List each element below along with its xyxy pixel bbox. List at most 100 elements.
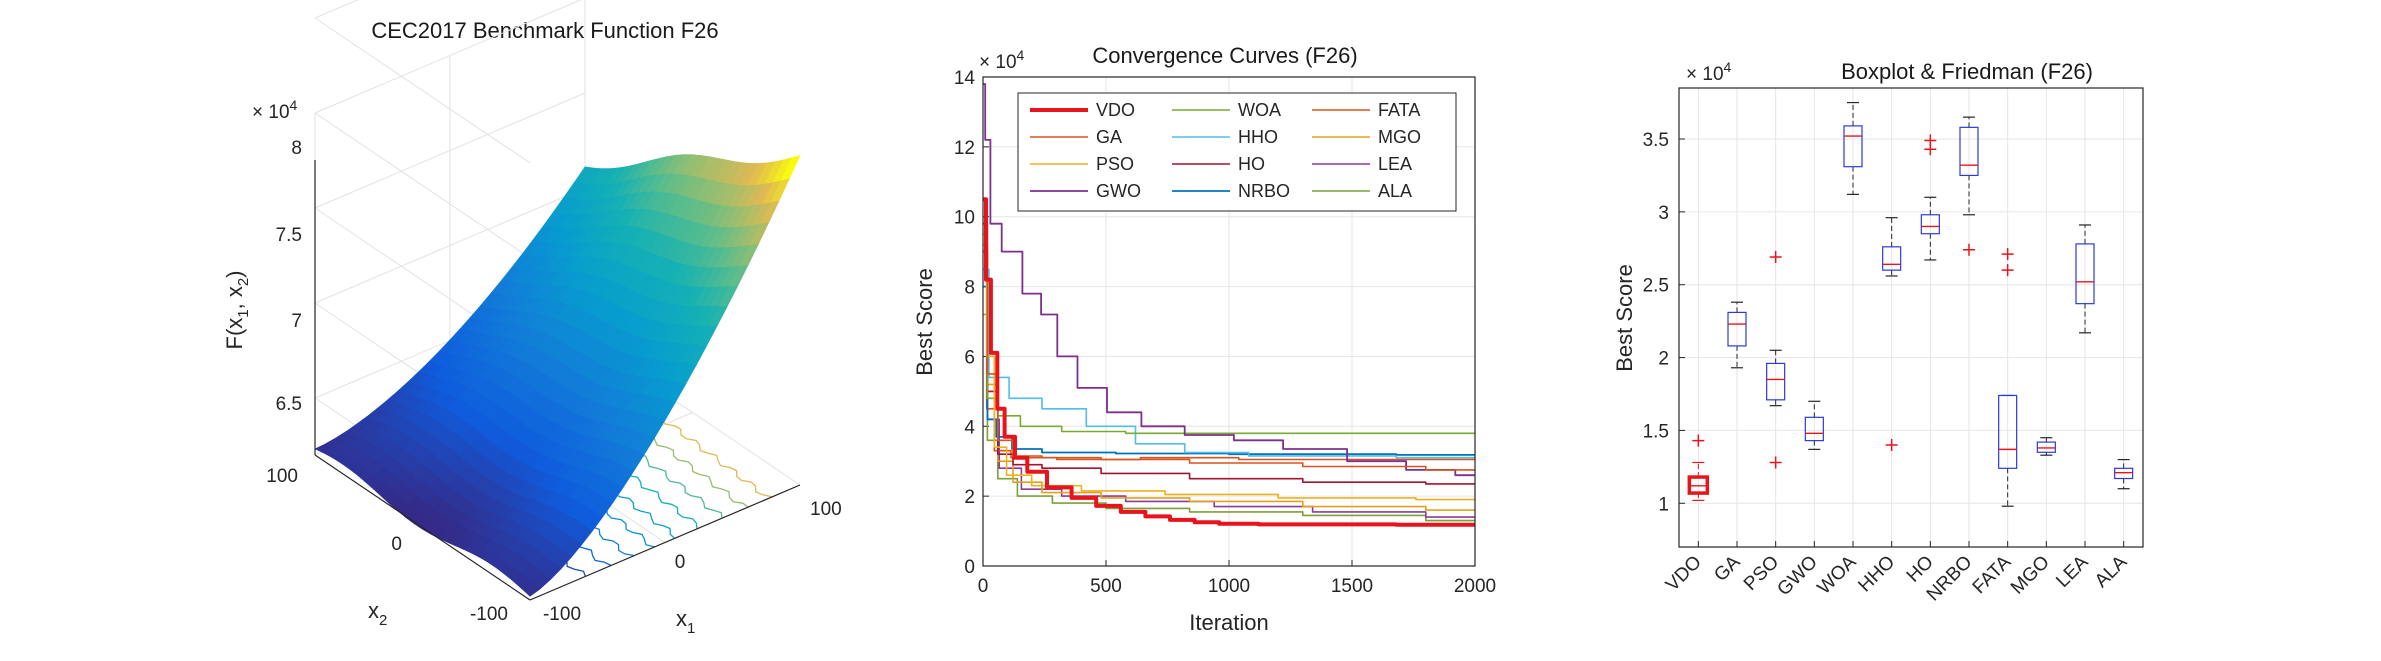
x2-tick-label: 100 <box>266 466 298 487</box>
surface-plot-panel: CEC2017 Benchmark Function F26 8 7.5 7 6… <box>222 0 842 637</box>
surface-patch <box>780 155 801 181</box>
x1-tick-label: -100 <box>543 604 581 625</box>
x-tick-label: 1000 <box>1208 576 1250 597</box>
x1-tick-label: 0 <box>675 552 686 573</box>
box-iqr <box>2036 441 2056 453</box>
convergence-x-axis-label: Iteration <box>1189 610 1269 635</box>
box-woa <box>1843 101 1863 195</box>
outlier-marker <box>1692 434 1705 447</box>
boxplot-y-tick-labels: 1 1.5 2 2.5 3 3.5 <box>1643 130 1669 515</box>
box-pso <box>1766 251 1786 469</box>
outlier-marker <box>1924 143 1937 156</box>
box-iqr <box>1687 475 1710 495</box>
y-tick-label: 1 <box>1658 494 1669 515</box>
box-iqr <box>1804 416 1824 442</box>
convergence-plot-title: Convergence Curves (F26) <box>1092 43 1357 68</box>
outlier-marker <box>1769 251 1782 264</box>
z-axis-label: F(x1, x2) <box>222 270 252 349</box>
x1-tick-labels: -100 0 100 <box>543 499 842 625</box>
box-iqr <box>1766 362 1786 401</box>
box-iqr <box>1882 246 1902 271</box>
x1-axis-label: x1 <box>676 606 695 637</box>
grid-line <box>314 112 531 259</box>
surface-mesh <box>314 154 801 597</box>
box-iqr <box>1727 311 1747 347</box>
y-tick-label: 4 <box>964 417 975 438</box>
y-tick-label: 6 <box>964 347 975 368</box>
boxplot-axes-frame <box>1678 87 2144 548</box>
convergence-x-tick-labels: 0 500 1000 1500 2000 <box>978 576 1496 597</box>
y-tick-label: 2 <box>1658 349 1669 370</box>
outlier-marker <box>1885 439 1898 451</box>
y-tick-label: 14 <box>954 68 976 89</box>
box-iqr <box>1843 125 1863 168</box>
box-iqr <box>1998 394 2018 469</box>
convergence-legend: VDO GA PSO GWO WOA HHO HO NRBO FATA MGO LEA ALA <box>1017 92 1457 212</box>
x2-axis-label: x2 <box>368 598 387 629</box>
y-tick-label: 0 <box>964 557 975 578</box>
y-tick-label: 3 <box>1658 203 1669 224</box>
series-line-nrbo <box>983 285 1475 456</box>
y-tick-label: 2.5 <box>1643 276 1669 297</box>
series-line-hho <box>983 268 1475 459</box>
y-tick-label: 8 <box>964 278 975 299</box>
x1-axis-line <box>529 484 801 601</box>
box-hho <box>1882 217 1902 451</box>
legend-label: NRBO <box>1238 181 1290 201</box>
x2-tick-labels: 100 0 -100 <box>266 466 508 625</box>
boxplot-title: Boxplot & Friedman (F26) <box>1841 59 2093 84</box>
box-fata <box>1998 248 2018 507</box>
boxplot-grid <box>1679 88 2143 547</box>
outlier-marker <box>2001 248 2014 261</box>
y-tick-label: 2 <box>964 487 975 508</box>
legend-label: WOA <box>1238 100 1281 120</box>
outlier-marker <box>2001 264 2014 277</box>
z-tick-labels: 8 7.5 7 6.5 <box>276 138 302 415</box>
z-exponent-label: × 104 <box>252 97 298 123</box>
x2-axis-line <box>314 454 531 601</box>
outlier-marker <box>1963 243 1975 256</box>
legend-label: HO <box>1238 154 1265 174</box>
legend-label: HHO <box>1238 127 1278 147</box>
z-tick-label: 7.5 <box>276 225 302 246</box>
series-line-gwo <box>983 83 1475 477</box>
boxplot-exponent-label: × 104 <box>1686 59 1732 85</box>
legend-label: LEA <box>1378 154 1412 174</box>
box-iqr <box>1920 214 1940 235</box>
z-tick-label: 8 <box>291 138 302 159</box>
convergence-axes-frame <box>982 76 1476 567</box>
x-tick-label: 0 <box>978 576 989 597</box>
convergence-series-lines <box>983 83 1475 527</box>
legend-label: ALA <box>1378 181 1412 201</box>
x2-tick-label: 0 <box>391 534 402 555</box>
legend-label: VDO <box>1096 100 1135 120</box>
x1-tick-label: 100 <box>810 499 842 520</box>
box-lea <box>2075 224 2095 334</box>
boxplot-y-axis-label: Best Score <box>1612 264 1637 372</box>
legend-label: FATA <box>1378 100 1420 120</box>
x-tick-label: 2000 <box>1454 576 1496 597</box>
series-line-pso <box>983 233 1475 501</box>
box-ho <box>1920 134 1940 261</box>
box-gwo <box>1804 400 1824 450</box>
y-tick-label: 1.5 <box>1643 421 1669 442</box>
legend-label: GWO <box>1096 181 1141 201</box>
z-tick-label: 7 <box>291 311 302 332</box>
box-ala <box>2114 458 2134 490</box>
box-iqr <box>2075 243 2095 305</box>
y-tick-label: 10 <box>954 208 975 229</box>
x-tick-label: 500 <box>1090 576 1122 597</box>
convergence-y-tick-labels: 0 2 4 6 8 10 12 14 <box>954 68 976 578</box>
legend-label: MGO <box>1378 127 1421 147</box>
y-tick-label: 3.5 <box>1643 130 1669 151</box>
box-mgo <box>2036 437 2056 456</box>
x2-tick-label: -100 <box>470 604 508 625</box>
legend-label: GA <box>1096 127 1122 147</box>
box-iqr <box>1959 126 1979 177</box>
boxplot-boxes <box>1687 101 2134 507</box>
boxplot-axes-background <box>1679 88 2143 547</box>
z-tick-label: 6.5 <box>276 394 302 415</box>
box-vdo <box>1687 434 1710 501</box>
series-line-woa <box>983 313 1475 435</box>
